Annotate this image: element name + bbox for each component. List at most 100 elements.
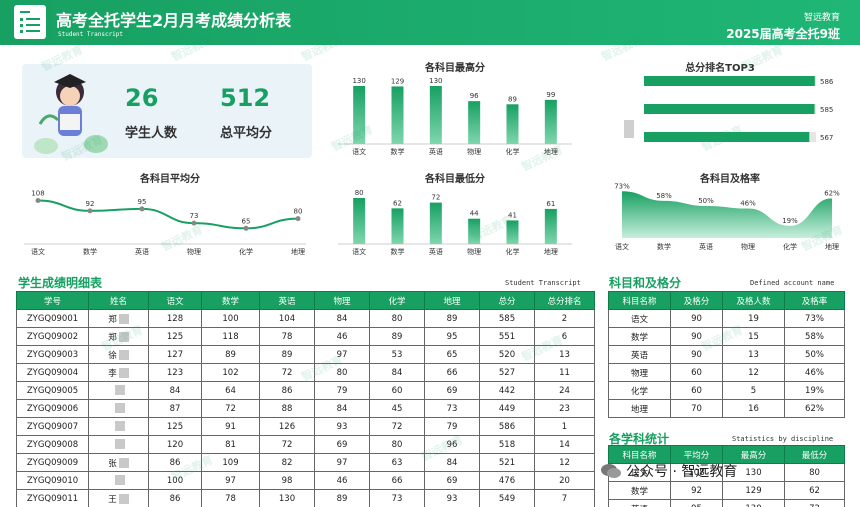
table-cell: 109 <box>201 453 260 472</box>
table-cell: 19% <box>784 381 845 400</box>
table-cell: 89 <box>259 345 315 364</box>
table-cell: 88 <box>259 399 315 418</box>
table-row: 英语 90 13 50% <box>608 345 845 364</box>
table-cell: 62 <box>784 481 845 500</box>
table-cell: 449 <box>479 399 535 418</box>
table-cell: 551 <box>479 327 535 346</box>
table-cell: 84 <box>369 363 425 382</box>
table-cell: 郑 <box>88 309 149 328</box>
table-cell <box>88 471 149 490</box>
table-row: 数学 90 15 58% <box>608 327 845 346</box>
table-cell: 5 <box>722 381 785 400</box>
table-cell: 60 <box>670 363 723 382</box>
table-cell: 81 <box>201 435 260 454</box>
table-cell: 84 <box>314 399 370 418</box>
table-cell: 104 <box>259 309 315 328</box>
table-cell: 王 <box>88 489 149 507</box>
table-cell: 130 <box>722 499 785 507</box>
bar <box>644 104 815 114</box>
tick-label: 英语 <box>429 247 443 256</box>
tick-label: 数学 <box>391 147 405 156</box>
table-cell: 126 <box>259 417 315 436</box>
bar <box>429 202 442 244</box>
table-cell: ZYGQ09010 <box>16 471 89 490</box>
table-cell: 72 <box>201 399 260 418</box>
table-row: 化学 60 5 19% <box>608 381 845 400</box>
data-point <box>87 208 93 214</box>
table-cell: 125 <box>148 327 202 346</box>
table-cell: ZYGQ09002 <box>16 327 89 346</box>
table-cell: 张 <box>88 453 149 472</box>
table-cell: 586 <box>479 417 535 436</box>
document-icon <box>14 5 46 39</box>
table-cell: 7 <box>534 489 595 507</box>
data-label: 89 <box>508 95 517 103</box>
avg-score-chart: 108 语文 92 数学 95 英语 73 物理 65 化学 80 地理 <box>24 190 306 256</box>
stats-table-subtitle: Statistics by discipline <box>732 435 834 443</box>
table-row: ZYGQ09005 84 64 86 79 60 69 442 24 <box>16 381 595 400</box>
tick-label: 数学 <box>657 242 671 251</box>
table-cell: 英语 <box>608 345 671 364</box>
bar <box>644 76 815 86</box>
table-cell: ZYGQ09001 <box>16 309 89 328</box>
table-cell <box>88 399 149 418</box>
table-cell: 70 <box>670 399 723 418</box>
wechat-badge: 公众号 · 智远教育 <box>600 458 850 484</box>
table-cell: 95 <box>670 499 723 507</box>
table-row: 英语9513072 <box>608 499 845 507</box>
table-cell: 46 <box>314 327 370 346</box>
data-label: 130 <box>429 77 442 85</box>
table-cell: 78 <box>259 327 315 346</box>
series-line <box>37 199 299 230</box>
table-cell: 24 <box>534 381 595 400</box>
tick-label: 语文 <box>31 247 45 256</box>
table-cell: 549 <box>479 489 535 507</box>
tick-label: 物理 <box>467 247 481 256</box>
table-cell: 郑 <box>88 327 149 346</box>
table-cell: 12 <box>534 453 595 472</box>
data-label: 92 <box>86 200 95 208</box>
table-cell: 58% <box>784 327 845 346</box>
series-area <box>622 191 832 238</box>
bar <box>506 220 519 244</box>
table-cell: 73 <box>369 489 425 507</box>
tick-label: 语文 <box>352 247 366 256</box>
table-cell: 79 <box>424 417 480 436</box>
tick-label: 英语 <box>699 242 713 251</box>
tick-label: 数学 <box>83 247 97 256</box>
table-cell: 86 <box>259 381 315 400</box>
tick-label: 数学 <box>391 247 405 256</box>
data-point <box>35 198 41 204</box>
tick-label: 化学 <box>783 242 797 251</box>
table-cell: 89 <box>201 345 260 364</box>
table-cell: 62% <box>784 399 845 418</box>
table-cell: 64 <box>201 381 260 400</box>
data-label: 95 <box>138 198 147 206</box>
table-cell: 123 <box>148 363 202 382</box>
bar <box>644 132 810 142</box>
data-label: 19% <box>782 217 798 225</box>
table-cell: 80 <box>369 435 425 454</box>
table-cell: 93 <box>424 489 480 507</box>
tick-label: 地理 <box>825 242 839 251</box>
class-name: 2025届高考全托9班 <box>726 27 840 41</box>
detail-subtitle: Student Transcript <box>505 279 581 287</box>
table-cell: 23 <box>534 399 595 418</box>
table-row: ZYGQ09009 张 86 109 82 97 63 84 521 12 <box>16 453 595 472</box>
column-header: 科目名称 <box>608 291 671 310</box>
bar <box>506 104 519 144</box>
redacted-name <box>118 458 129 468</box>
column-header: 及格分 <box>670 291 723 310</box>
table-cell: 89 <box>369 327 425 346</box>
table-row: ZYGQ09001 郑 128 100 104 84 80 89 585 2 <box>16 309 595 328</box>
table-cell: 518 <box>479 435 535 454</box>
table-cell: 87 <box>148 399 202 418</box>
column-header: 及格率 <box>784 291 845 310</box>
table-cell: 102 <box>201 363 260 382</box>
table-cell: 130 <box>259 489 315 507</box>
column-header: 学号 <box>16 291 89 310</box>
data-label: 108 <box>31 190 44 198</box>
redacted-name <box>118 368 129 378</box>
tick-label: 英语 <box>429 147 443 156</box>
column-header: 物理 <box>314 291 370 310</box>
